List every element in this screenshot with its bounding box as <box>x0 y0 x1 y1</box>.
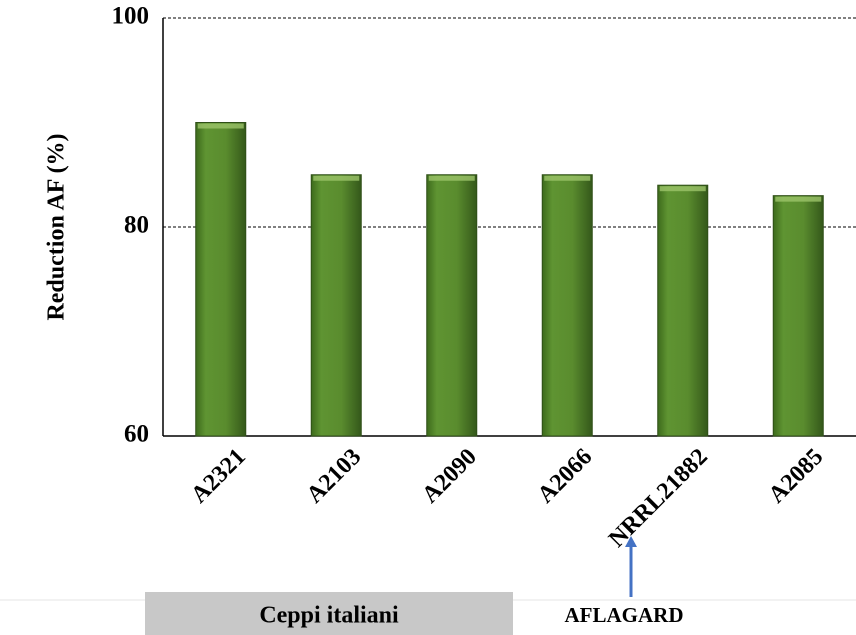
group-box <box>145 592 513 635</box>
x-tick-label: A2103 <box>302 444 367 509</box>
bar-cap <box>659 186 706 192</box>
bar-cap <box>428 175 475 181</box>
bar-cap <box>544 175 591 181</box>
arrow-head <box>625 536 637 547</box>
bar <box>541 174 593 437</box>
bar <box>310 174 362 437</box>
y-tick-label: 80 <box>124 212 149 239</box>
x-tick-label: NRRL21882 <box>604 444 713 553</box>
y-axis-label: Reduction AF (%) <box>44 133 70 320</box>
bar-cap <box>197 123 244 129</box>
x-tick-label: A2321 <box>186 444 251 509</box>
group-label: Ceppi italiani <box>259 603 399 629</box>
annotation: AFLAGARD <box>565 603 684 627</box>
bar-cap <box>775 196 822 202</box>
y-tick-label: 60 <box>124 421 149 448</box>
bar <box>426 174 478 437</box>
x-tick-label: A2066 <box>533 444 598 509</box>
bar-cap <box>313 175 360 181</box>
bar <box>195 122 247 437</box>
x-tick-label: A2090 <box>417 444 482 509</box>
bar <box>657 184 709 437</box>
y-tick-label: 100 <box>112 3 150 30</box>
x-tick-label: A2085 <box>764 444 829 509</box>
bar <box>772 195 824 437</box>
